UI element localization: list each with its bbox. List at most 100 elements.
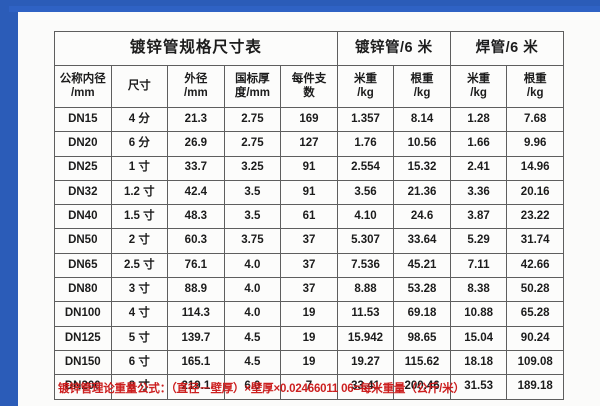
col-header-line2: /kg	[413, 86, 431, 99]
cell-nominal-diameter: DN40	[54, 204, 112, 230]
table-cell: 4 分	[110, 106, 169, 133]
table-cell: 1.2 寸	[110, 179, 169, 206]
table-cell: 7.536	[336, 252, 395, 279]
table-cell: 21.3	[167, 106, 225, 133]
table-cell: 4.5	[223, 325, 282, 351]
cell-nominal-diameter: DN25	[54, 155, 112, 181]
table-cell: 14.96	[506, 155, 564, 181]
table-cell: 3.36	[449, 179, 508, 206]
col-header-line2: /mm	[70, 86, 95, 99]
table-cell: 7.11	[449, 252, 508, 279]
cell-nominal-diameter: DN80	[54, 277, 112, 303]
col-header-line1: 米重	[354, 72, 377, 85]
table-cell: 33.7	[167, 155, 225, 181]
table-cell: 4.0	[223, 301, 282, 327]
table-cell: 15.32	[393, 155, 451, 181]
table-cell: 8.88	[336, 277, 395, 303]
table-cell: 19	[280, 349, 338, 376]
table-cell: 53.28	[393, 277, 451, 303]
cell-nominal-diameter: DN125	[54, 325, 112, 351]
table-cell: 8.14	[393, 106, 451, 133]
table-header-row: 公称内径 /mm 尺寸 外径 /mm 国标厚 度/mm	[54, 65, 564, 108]
table-cell: 48.3	[167, 204, 225, 230]
col-header-outer-diameter: 外径 /mm	[167, 65, 225, 108]
table-cell: 6.0	[223, 374, 282, 400]
table-cell: 19	[280, 301, 338, 327]
table-cell: 45.21	[393, 252, 451, 279]
table-cell: 10.88	[449, 301, 508, 327]
table-cell: 2.5 寸	[110, 252, 169, 279]
col-header-line1: 每件支	[291, 72, 327, 85]
col-header-line1: 公称内径	[59, 72, 106, 85]
table-cell: 50.28	[506, 277, 564, 303]
table-cell: 26.9	[167, 131, 225, 157]
table-row: DN32 1.2 寸 42.4 3.5 91 3.56 21.36 3.36 20.16	[54, 179, 564, 206]
table-cell: 189.18	[506, 374, 564, 400]
table-cell: 19.27	[336, 349, 395, 376]
table-cell: 4.10	[336, 204, 395, 230]
table-cell: 60.3	[167, 228, 225, 254]
col-header-line1: 根重	[523, 72, 547, 85]
table-cell: 3.87	[449, 204, 508, 230]
cell-nominal-diameter: DN65	[54, 252, 112, 279]
table-cell: 65.28	[506, 301, 564, 327]
table-cell: 5.307	[336, 228, 395, 254]
table-cell: 109.08	[506, 349, 564, 376]
table-cell: 21.36	[393, 179, 451, 206]
table-cell: 8.38	[449, 277, 508, 303]
table-cell: 90.24	[506, 325, 564, 351]
table-cell: 2 寸	[110, 228, 169, 254]
table-cell: 3 寸	[110, 277, 169, 303]
table-cell: 3.5	[223, 204, 282, 230]
table-row: DN40 1.5 寸 48.3 3.5 61 4.10 24.6 3.87 23.22	[54, 204, 564, 230]
col-header-line1: 国标厚	[235, 72, 270, 85]
table-cell: 3.56	[336, 179, 395, 206]
col-header-line2: 度/mm	[234, 86, 270, 99]
table-cell: 88.9	[167, 277, 225, 303]
table-row: DN200 8 寸 219.1 6.0 7 33.41 200.46 31.53 189.18	[54, 374, 564, 400]
col-header-line1: 根重	[410, 72, 434, 85]
table-cell: 1 寸	[110, 155, 169, 181]
table-row: DN150 6 寸 165.1 4.5 19 19.27 115.62 18.18 109.08	[54, 349, 564, 376]
col-header-size: 尺寸	[110, 65, 169, 108]
table-cell: 4.5	[223, 349, 282, 376]
col-header-line1: 尺寸	[127, 79, 151, 92]
table-title: 镀锌管规格尺寸表	[54, 31, 338, 66]
table-cell: 114.3	[167, 301, 225, 327]
table-cell: 42.4	[167, 179, 225, 206]
cell-nominal-diameter: DN100	[54, 301, 112, 327]
table-cell: 20.16	[506, 179, 564, 206]
table-cell: 98.65	[393, 325, 451, 351]
col-header-nominal-diameter: 公称内径 /mm	[54, 65, 112, 108]
table-row: DN25 1 寸 33.7 3.25 91 2.554 15.32 2.41 14.96	[54, 155, 564, 181]
table-cell: 91	[280, 179, 338, 206]
table-row: DN15 4 分 21.3 2.75 169 1.357 8.14 1.28 7.68	[54, 106, 564, 133]
col-header-line2: /kg	[357, 86, 374, 99]
table-cell: 2.41	[449, 155, 508, 181]
table-cell: 127	[280, 131, 338, 157]
table-cell: 3.5	[223, 179, 282, 206]
table-cell: 1.5 寸	[110, 204, 169, 230]
table-cell: 31.74	[506, 228, 564, 254]
table-cell: 9.96	[506, 131, 564, 157]
cell-nominal-diameter: DN32	[54, 179, 112, 206]
table-title-row: 镀锌管规格尺寸表 镀锌管/6 米 焊管/6 米	[54, 31, 565, 66]
table-cell: 24.6	[393, 204, 451, 230]
col-header-line2: /kg	[526, 86, 544, 99]
table-cell: 6 寸	[110, 349, 169, 376]
table-cell: 1.76	[336, 131, 395, 157]
table-cell: 5 寸	[110, 325, 169, 351]
table-row: DN20 6 分 26.9 2.75 127 1.76 10.56 1.66 9.96	[54, 131, 564, 157]
table-cell: 18.18	[449, 349, 508, 376]
table-cell: 10.56	[393, 131, 451, 157]
col-header-line2: 数	[303, 86, 315, 99]
table-cell: 11.53	[336, 301, 395, 327]
group-header-welded: 焊管/6 米	[449, 31, 565, 66]
table-cell: 61	[280, 204, 338, 230]
col-header-galv-weight-per-meter: 米重 /kg	[336, 65, 395, 108]
cell-nominal-diameter: DN200	[54, 374, 112, 400]
col-header-welded-weight-per-piece: 根重 /kg	[506, 65, 564, 108]
cell-nominal-diameter: DN150	[54, 349, 112, 376]
table-row: DN125 5 寸 139.7 4.5 19 15.942 98.65 15.04 90.24	[54, 325, 564, 351]
table-cell: 1.28	[449, 106, 508, 133]
